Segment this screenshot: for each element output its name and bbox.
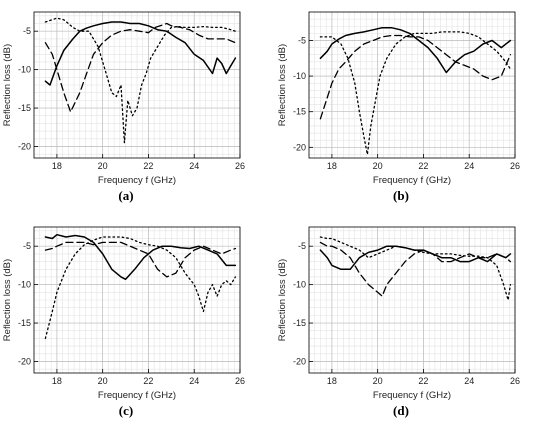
y-tick-label: -20 xyxy=(18,356,31,366)
plot-frame xyxy=(308,226,516,374)
x-axis-label: Frequency f (GHz) xyxy=(98,175,176,186)
y-tick-label: -10 xyxy=(293,71,306,81)
chart-panel-b: 18 20 22 24 26 -5 -10 -15 -20 Frequency f (GHz) Re… xyxy=(277,11,520,203)
x-tick-label: 26 xyxy=(510,161,520,171)
x-tick-label: 26 xyxy=(235,161,245,171)
x-tick-label: 20 xyxy=(373,376,383,386)
y-tick-label: -5 xyxy=(23,241,31,251)
x-tick-label: 18 xyxy=(327,376,337,386)
x-tick-label: 22 xyxy=(418,376,428,386)
grid xyxy=(33,12,241,158)
x-tick-label: 24 xyxy=(189,161,199,171)
y-tick-label: -10 xyxy=(18,280,31,290)
y-tick-label: -5 xyxy=(23,26,31,36)
y-tick-label: -15 xyxy=(293,318,306,328)
y-tick-label: -15 xyxy=(18,103,31,113)
series-line-solid xyxy=(44,233,237,281)
plot-frame xyxy=(33,226,241,374)
series-line-solid xyxy=(319,26,512,74)
x-tick-label: 20 xyxy=(373,161,383,171)
panel-label: (b) xyxy=(393,188,409,203)
y-axis-label: Reflection loss (dB) xyxy=(277,259,288,341)
y-tick-label: -15 xyxy=(18,318,31,328)
x-tick-label: 22 xyxy=(418,161,428,171)
y-tick-label: -20 xyxy=(293,356,306,366)
x-tick-label: 20 xyxy=(98,161,108,171)
y-tick-label: -10 xyxy=(18,65,31,75)
y-tick-label: -5 xyxy=(298,35,306,45)
y-axis-label: Reflection loss (dB) xyxy=(2,259,13,341)
x-tick-label: 18 xyxy=(327,161,337,171)
series-line-dotted xyxy=(44,236,237,340)
x-tick-label: 18 xyxy=(52,161,62,171)
y-tick-label: -20 xyxy=(18,141,31,151)
panel-label: (c) xyxy=(119,403,133,418)
x-axis-label: Frequency f (GHz) xyxy=(373,175,451,186)
series-line-solid xyxy=(44,21,237,86)
series-line-dashed xyxy=(319,241,512,297)
x-tick-label: 20 xyxy=(98,376,108,386)
series-line-dotted xyxy=(319,236,512,301)
series-line-dashed xyxy=(44,241,237,278)
plot-frame xyxy=(308,11,516,159)
grid xyxy=(308,11,516,158)
plot-frame xyxy=(33,11,241,159)
x-axis-label: Frequency f (GHz) xyxy=(373,390,451,401)
x-tick-label: 24 xyxy=(189,376,199,386)
series-line-dotted xyxy=(44,17,237,144)
x-axis-label: Frequency f (GHz) xyxy=(98,390,176,401)
y-tick-label: -10 xyxy=(293,280,306,290)
y-tick-label: -20 xyxy=(293,142,306,152)
series-line-dashed xyxy=(319,34,512,120)
panel-label: (d) xyxy=(393,403,409,418)
x-tick-label: 18 xyxy=(52,376,62,386)
x-tick-label: 26 xyxy=(510,376,520,386)
x-tick-label: 24 xyxy=(464,376,474,386)
chart-panel-d: 18 20 22 24 26 -5 -10 -15 -20 Frequency f (GHz) Re… xyxy=(277,226,520,418)
x-tick-label: 22 xyxy=(143,161,153,171)
chart-panel-a: 18 20 22 24 26 -5 -10 -15 -20 Frequency f (GHz) Re… xyxy=(2,11,245,203)
grid xyxy=(33,227,241,373)
x-tick-label: 26 xyxy=(235,376,245,386)
x-tick-label: 22 xyxy=(143,376,153,386)
panel-label: (a) xyxy=(118,188,133,203)
y-tick-label: -15 xyxy=(293,107,306,117)
series-line-dotted xyxy=(319,31,512,156)
y-axis-label: Reflection loss (dB) xyxy=(277,44,288,126)
y-axis-label: Reflection loss (dB) xyxy=(2,44,13,126)
series-line-dashed xyxy=(44,22,237,113)
y-tick-label: -5 xyxy=(298,241,306,251)
chart-panel-c: 18 20 22 24 26 -5 -10 -15 -20 Frequency f (GHz) Re… xyxy=(2,226,245,418)
x-tick-label: 24 xyxy=(464,161,474,171)
